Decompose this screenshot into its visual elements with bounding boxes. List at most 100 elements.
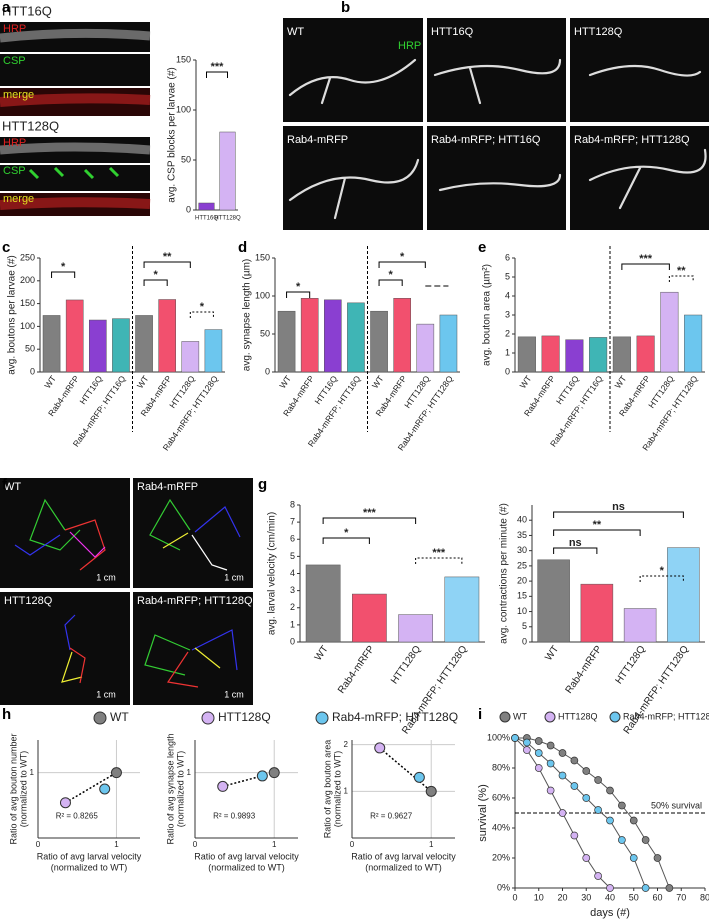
x-tick-label: HTT128Q — [214, 216, 241, 222]
point — [413, 771, 425, 783]
image-label: HTT128Q — [574, 26, 623, 38]
legend-marker — [201, 711, 215, 725]
significance-bracket — [415, 557, 463, 564]
legend-label: HTT128Q — [558, 711, 598, 721]
significance-label: ** — [163, 251, 172, 263]
x-tick-label: WT — [613, 374, 629, 391]
track-image — [0, 478, 130, 588]
y-tick-label: 0 — [30, 366, 35, 376]
image-label: HTT128Q — [2, 118, 59, 133]
x-tick-label: 20 — [557, 892, 567, 902]
arrow — [28, 166, 120, 180]
panel-letter: h — [2, 706, 11, 723]
significance-label: * — [296, 281, 301, 293]
significance-bracket — [51, 271, 76, 278]
tracks — [14, 498, 241, 688]
significance-label: ns — [612, 501, 625, 513]
micrograph — [0, 165, 150, 191]
significance-label: ** — [677, 265, 686, 277]
neuron — [433, 58, 562, 105]
bar — [352, 593, 387, 643]
significance-label: * — [660, 565, 665, 577]
x-tick-label: WT — [370, 374, 386, 391]
y-tick-label: 10 — [517, 606, 527, 616]
bar — [444, 576, 480, 643]
bar — [370, 310, 388, 373]
micrograph — [283, 18, 423, 122]
point — [629, 854, 638, 862]
y-tick-label: 4 — [290, 568, 295, 578]
y-tick-label: 5 — [290, 551, 295, 561]
y-tick-label: 50 — [260, 328, 270, 338]
x-tick-label: Rab4-mRFP — [336, 644, 377, 696]
y-tick-label: 2 — [505, 328, 510, 338]
bar — [589, 337, 608, 373]
y-tick-label: 50 — [181, 154, 191, 164]
bar — [398, 614, 433, 643]
bar — [580, 583, 614, 643]
image-texture — [0, 197, 151, 210]
significance-bracket — [143, 261, 191, 268]
bar — [660, 291, 679, 373]
scale-label: 1 cm — [96, 572, 116, 582]
image-texture — [0, 93, 151, 107]
bar — [65, 299, 84, 373]
legend-marker — [609, 711, 621, 723]
y-axis-label: avg. CSP blocks per larvae (#) — [167, 67, 178, 202]
y-axis-label: (normalized to WT) — [332, 751, 342, 828]
significance-label: * — [388, 269, 393, 281]
point — [546, 786, 555, 795]
bar — [158, 299, 176, 373]
significance-label: * — [153, 269, 158, 281]
point — [110, 767, 122, 779]
bar — [219, 131, 236, 211]
panel-letter: a — [2, 0, 11, 16]
r-squared: R² = 0.8265 — [56, 812, 99, 821]
y-tick-label: 250 — [20, 252, 35, 262]
bar — [439, 314, 458, 373]
bar — [565, 339, 584, 373]
point — [653, 854, 662, 862]
x-axis-label: Ratio of avg larval velocity — [351, 851, 456, 861]
y-tick-label: 6 — [505, 252, 510, 262]
significance-bracket — [143, 279, 168, 286]
bar — [300, 298, 319, 373]
x-tick-label: 0 — [512, 892, 517, 902]
panel-letter: f — [2, 476, 8, 493]
significance-label: * — [400, 251, 405, 263]
legend-label: HTT128Q — [218, 710, 271, 724]
y-axis-label: Ratio of avg bouton number — [8, 733, 18, 844]
neuron — [288, 58, 417, 105]
point — [523, 738, 531, 747]
y-axis-label: survival (%) — [477, 784, 489, 841]
y-axis-label: Ratio of avg bouton area — [322, 740, 332, 839]
x-tick-label: 1 — [114, 840, 119, 849]
bar — [612, 336, 631, 373]
significance-label: *** — [363, 507, 377, 519]
point — [618, 836, 626, 844]
point — [594, 776, 602, 784]
point — [594, 872, 602, 880]
image-label: Rab4-mRFP; HTT128Q — [137, 595, 253, 607]
significance-bracket — [322, 517, 417, 524]
image-label: Rab4-mRFP; HTT16Q — [431, 134, 541, 146]
neuron — [288, 158, 420, 220]
image-label: merge — [3, 193, 34, 205]
point — [546, 741, 555, 750]
y-tick-label: 1 — [30, 768, 35, 777]
x-tick-label: 0 — [193, 840, 198, 849]
y-axis-label: avg. synapse length (µm) — [242, 259, 253, 371]
y-tick-label: 35 — [517, 530, 527, 540]
y-tick-label: 20 — [517, 575, 527, 585]
y-tick-label: 100 — [20, 321, 35, 331]
y-tick-label: 6 — [290, 534, 295, 544]
x-axis-label: (normalized to WT) — [365, 862, 442, 872]
point — [534, 737, 543, 745]
legend-label: Rab4-mRFP; HTT128Q — [623, 711, 709, 721]
point — [511, 734, 519, 742]
y-axis-label: avg. larval velocity (cm/min) — [267, 512, 278, 635]
x-tick-label: 40 — [605, 892, 615, 902]
image-label: Rab4-mRFP — [137, 481, 198, 493]
bar — [347, 302, 365, 373]
scale-label: 1 cm — [224, 572, 244, 582]
